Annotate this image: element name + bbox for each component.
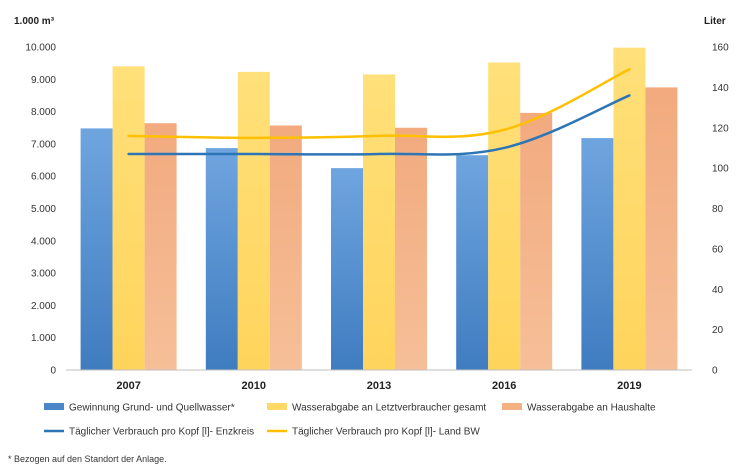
right-tick-label: 140 — [712, 83, 729, 94]
line-series — [127, 67, 631, 156]
legend-land-bw: Täglicher Verbrauch pro Kopf [l]- Land B… — [267, 427, 480, 438]
bar-haushalte-2010 — [269, 125, 302, 370]
category-label: 2010 — [242, 380, 266, 392]
legend-swatch — [267, 403, 287, 410]
legend-label: Wasserabgabe an Letztverbraucher gesamt — [292, 403, 486, 414]
right-tick-label: 0 — [712, 366, 718, 377]
left-tick-label: 4.000 — [31, 236, 56, 247]
legend-swatch — [502, 403, 522, 410]
right-tick-label: 160 — [712, 43, 729, 54]
legend-swatch — [44, 403, 64, 410]
bar-gewinnung-2019 — [581, 138, 614, 370]
category-label: 2019 — [617, 380, 641, 392]
right-axis-unit: Liter — [704, 16, 726, 27]
legend-label: Täglicher Verbrauch pro Kopf [l]- Enzkre… — [69, 427, 254, 438]
left-tick-label: 7.000 — [31, 139, 56, 150]
bar-letztverbraucher-2007 — [112, 66, 145, 370]
line-enzkreis — [127, 94, 631, 156]
legend-label: Gewinnung Grund- und Quellwasser* — [69, 403, 235, 414]
legend-label: Wasserabgabe an Haushalte — [527, 403, 656, 414]
right-tick-label: 80 — [712, 204, 724, 215]
bar-haushalte-2013 — [395, 127, 427, 370]
bar-letztverbraucher-2016 — [488, 62, 521, 371]
line-land-bw — [127, 67, 631, 140]
legend-enzkreis: Täglicher Verbrauch pro Kopf [l]- Enzkre… — [44, 427, 254, 438]
left-tick-label: 9.000 — [31, 75, 56, 86]
legend-gewinnung: Gewinnung Grund- und Quellwasser* — [44, 403, 235, 414]
bar-gewinnung-2007 — [80, 128, 113, 370]
left-tick-label: 0 — [50, 366, 56, 377]
bar-haushalte-2016 — [520, 112, 553, 370]
legend-letztverbraucher: Wasserabgabe an Letztverbraucher gesamt — [267, 403, 486, 414]
bar-haushalte-2019 — [645, 87, 678, 370]
left-axis-ticks: 0 1.000 2.000 3.000 4.000 5.000 6.000 7.000 8.00… — [25, 43, 56, 377]
bar-gewinnung-2010 — [205, 148, 238, 370]
right-tick-label: 120 — [712, 123, 729, 134]
category-label: 2007 — [116, 380, 140, 392]
left-tick-label: 8.000 — [31, 107, 56, 118]
legend: Gewinnung Grund- und Quellwasser* Wassera… — [44, 403, 656, 438]
right-tick-label: 20 — [712, 325, 724, 336]
right-axis-ticks: 0 20 40 60 80 100 120 140 160 — [712, 43, 729, 377]
legend-haushalte: Wasserabgabe an Haushalte — [502, 403, 656, 414]
left-tick-label: 6.000 — [31, 172, 56, 183]
bar-letztverbraucher-2010 — [237, 71, 270, 370]
left-axis-unit: 1.000 m³ — [14, 16, 55, 27]
x-axis-categories: 2007 2010 2013 2016 2019 — [116, 380, 641, 392]
right-tick-label: 100 — [712, 164, 729, 175]
category-label: 2013 — [367, 380, 391, 392]
left-tick-label: 10.000 — [25, 43, 56, 54]
right-tick-label: 60 — [712, 244, 724, 255]
legend-label: Täglicher Verbrauch pro Kopf [l]- Land B… — [292, 427, 480, 438]
bar-gewinnung-2016 — [456, 155, 489, 370]
left-tick-label: 3.000 — [31, 269, 56, 280]
left-tick-label: 5.000 — [31, 204, 56, 215]
bar-letztverbraucher-2013 — [363, 74, 395, 370]
bar-haushalte-2007 — [144, 123, 177, 370]
footnote: * Bezogen auf den Standort der Anlage. — [8, 454, 167, 464]
category-label: 2016 — [492, 380, 516, 392]
left-tick-label: 1.000 — [31, 333, 56, 344]
bar-gewinnung-2013 — [331, 168, 363, 370]
right-tick-label: 40 — [712, 285, 724, 296]
bar-series — [80, 47, 678, 371]
left-tick-label: 2.000 — [31, 301, 56, 312]
